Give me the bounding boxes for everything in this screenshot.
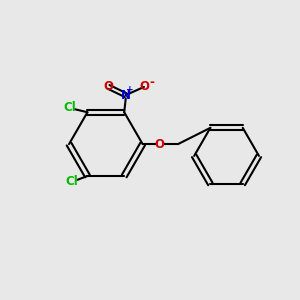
Text: O: O (103, 80, 114, 93)
Text: Cl: Cl (63, 101, 76, 114)
Text: Cl: Cl (66, 176, 79, 188)
Text: N: N (121, 89, 131, 102)
Text: -: - (149, 76, 154, 89)
Text: O: O (139, 80, 149, 93)
Text: O: O (155, 138, 165, 151)
Text: +: + (126, 85, 133, 94)
